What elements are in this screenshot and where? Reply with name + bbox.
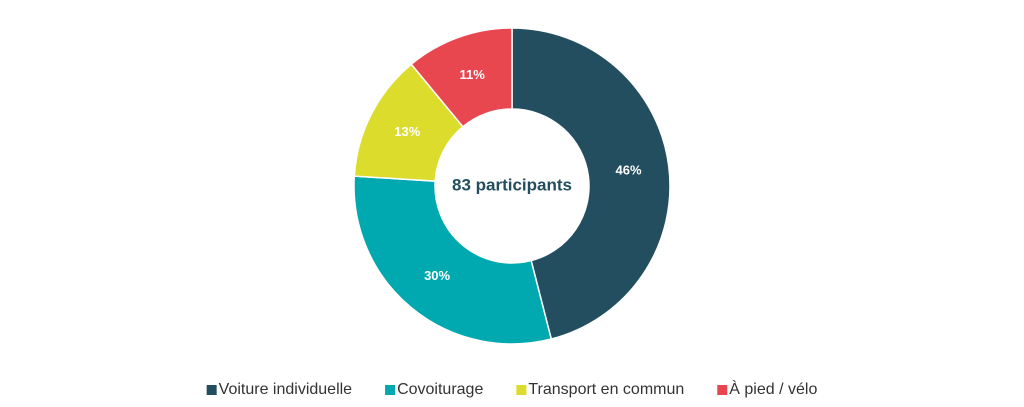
data-label: 30% [424,268,450,283]
legend-swatch [206,385,217,395]
legend-label: À pied / vélo [729,379,817,398]
legend-swatch [717,385,728,395]
data-label: 11% [460,67,486,82]
data-label: 46% [616,163,642,178]
legend-swatch [516,385,527,395]
center-label: 83 participants [452,175,572,194]
data-label: 13% [394,124,420,139]
legend-label: Voiture individuelle [219,381,353,398]
donut-segment [410,27,513,128]
legend-label: Covoiturage [397,381,483,398]
legend-label: Transport en commun [528,381,684,398]
legend-swatch [385,385,396,395]
donut-segment [511,27,671,340]
donut-segment [353,175,553,345]
